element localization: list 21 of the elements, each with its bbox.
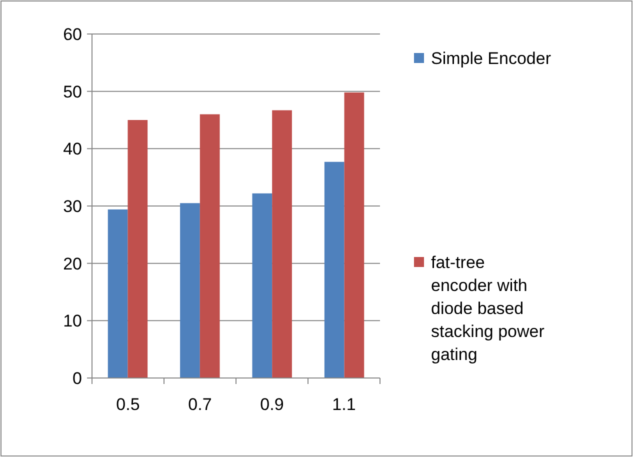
bar [180,203,200,378]
bar [272,110,292,378]
bar [344,92,364,378]
y-tick-label: 50 [63,82,82,102]
y-tick-label: 60 [63,24,82,44]
x-tick-label: 0.9 [260,395,284,414]
y-tick-label: 40 [63,140,82,159]
bar [252,193,272,378]
y-tick-label: 10 [63,312,82,331]
y-tick-label: 30 [63,196,82,216]
bar [324,162,344,378]
legend-label: fat-tree encoder with diode based stacking power gating [431,252,545,364]
y-tick-label: 0 [72,368,82,388]
bar [200,114,220,378]
legend-label: Simple Encoder [431,48,552,68]
bar [128,120,148,378]
x-tick-label: 1.1 [332,395,356,414]
x-tick-label: 0.7 [188,395,212,414]
bar [108,209,128,378]
y-tick-label: 20 [63,254,82,274]
x-tick-label: 0.5 [116,395,140,414]
